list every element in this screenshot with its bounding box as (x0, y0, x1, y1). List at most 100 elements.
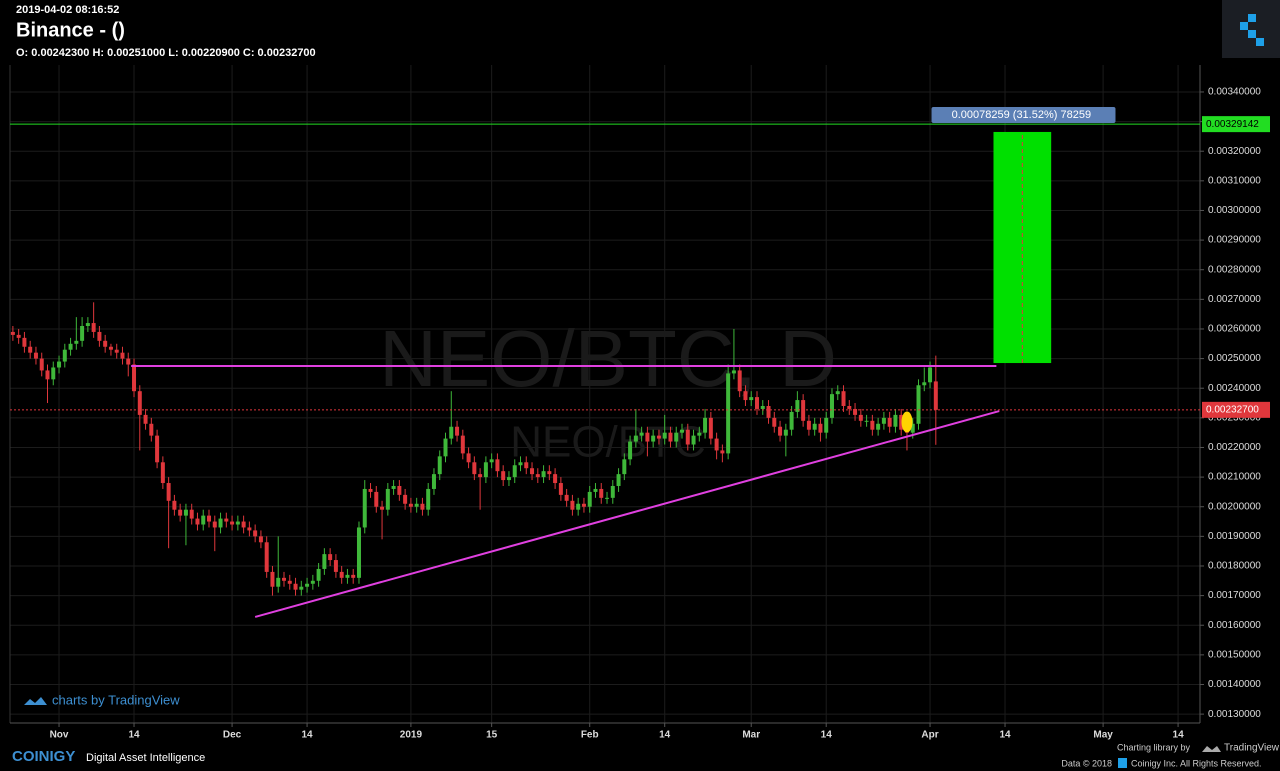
candle-body (356, 527, 361, 578)
candle-body (881, 417, 886, 424)
timestamp: 2019-04-02 08:16:52 (16, 4, 119, 16)
candle-body (166, 483, 171, 501)
candle-body (720, 450, 725, 454)
candle-body (218, 518, 223, 528)
candle-body (420, 503, 425, 510)
candle-body (426, 488, 431, 510)
candle-body (322, 554, 327, 569)
candle-body (530, 468, 535, 475)
x-tick-label: Mar (742, 730, 760, 741)
candle-body (466, 453, 471, 463)
y-tick-label: 0.00250000 (1208, 353, 1261, 364)
candle-body (628, 441, 633, 460)
candle-body (472, 462, 477, 475)
candle-body (460, 435, 465, 454)
candle-body (558, 483, 563, 495)
candle-body (299, 586, 304, 590)
x-tick-label: Feb (581, 730, 599, 741)
measure-label: 0.00078259 (31.52%) 78259 (952, 109, 1091, 121)
candle-body (743, 391, 748, 401)
candle-body (483, 462, 488, 478)
candle-body (478, 474, 483, 478)
y-tick-label: 0.00290000 (1208, 235, 1261, 246)
trendline (254, 410, 1000, 618)
candle-body (495, 459, 500, 472)
marks (10, 123, 1200, 618)
candle-body (39, 358, 44, 371)
candle-body (547, 471, 552, 475)
y-tick-label: 0.00230000 (1208, 412, 1261, 423)
candle-body (91, 323, 96, 332)
candle-body (916, 385, 921, 424)
candle-body (195, 518, 200, 525)
candle-body (749, 397, 754, 401)
candle-body (143, 414, 148, 424)
y-tick-label: 0.00300000 (1208, 205, 1261, 216)
candle-body (160, 462, 165, 484)
candle-body (155, 435, 160, 463)
y-tick-label: 0.00150000 (1208, 650, 1261, 661)
candle-body (754, 397, 759, 409)
candle-body (68, 343, 73, 350)
chart-title: Binance - () (16, 19, 125, 41)
candle-body (858, 414, 863, 421)
measure-label-bg (931, 106, 1116, 123)
candle-body (391, 485, 396, 489)
x-tick-label: 14 (302, 730, 314, 741)
x-tick-label: Dec (223, 730, 242, 741)
candle-body (576, 503, 581, 510)
candle-body (230, 521, 235, 525)
y-tick-label: 0.00310000 (1208, 175, 1261, 186)
candle-body (270, 571, 275, 587)
highlight (901, 411, 913, 433)
price-label-bg (1202, 401, 1270, 418)
candle-body (397, 485, 402, 495)
y-tick-label: 0.00280000 (1208, 264, 1261, 275)
candle-body (362, 488, 367, 528)
candle-body (818, 423, 823, 433)
candle-body (910, 423, 915, 433)
candle-body (772, 417, 777, 427)
candle-body (310, 580, 315, 584)
candle-body (541, 471, 546, 478)
candle-body (345, 574, 350, 578)
candle-body (760, 405, 765, 409)
x-tick-label: 2019 (400, 730, 423, 741)
candle-body (610, 485, 615, 498)
candle-body (783, 429, 788, 436)
candle-body (737, 370, 742, 392)
candle-body (639, 432, 644, 436)
candle-body (103, 340, 108, 347)
candle-body (276, 577, 281, 587)
candle-body (714, 438, 719, 451)
candle-body (351, 574, 356, 578)
x-tick-label: 14 (1173, 730, 1185, 741)
price-label: 0.00329142 (1206, 119, 1259, 130)
watermark-sub: NEO/BTC (510, 418, 706, 467)
candle-body (651, 435, 656, 442)
tv-credit[interactable]: charts by TradingView (52, 692, 180, 707)
y-tick-label: 0.00140000 (1208, 679, 1261, 690)
y-tick-label: 0.00220000 (1208, 442, 1261, 453)
data-credit: Data © 2018 (1061, 758, 1112, 768)
candle-body (824, 417, 829, 433)
library-name: TradingView (1224, 743, 1280, 754)
x-tick-label: 14 (128, 730, 140, 741)
candle-body (305, 583, 310, 587)
y-tick-label: 0.00270000 (1208, 294, 1261, 305)
y-tick-label: 0.00130000 (1208, 709, 1261, 720)
candle-body (408, 503, 413, 507)
candle-body (616, 474, 621, 486)
candle-body (928, 367, 933, 383)
candle-body (806, 420, 811, 430)
candle-body (183, 509, 188, 516)
candle-body (33, 352, 38, 359)
x-tick-label: 14 (659, 730, 671, 741)
y-tick-label: 0.00240000 (1208, 383, 1261, 394)
candle-body (207, 515, 212, 522)
candle-body (333, 560, 338, 572)
candle-body (812, 423, 817, 430)
candle-body (829, 394, 834, 418)
candle-body (253, 530, 258, 537)
candle-body (247, 527, 252, 531)
